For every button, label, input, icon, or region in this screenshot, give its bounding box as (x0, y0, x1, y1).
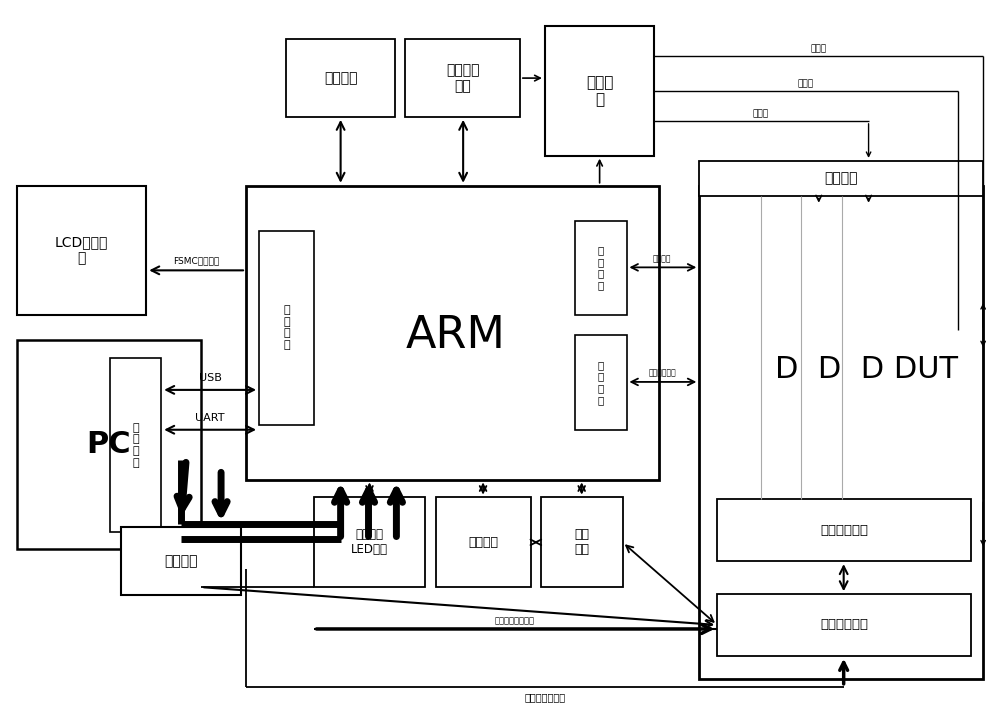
Text: 对比分析数据总线: 对比分析数据总线 (495, 617, 535, 625)
Text: 烧
录
接
口: 烧 录 接 口 (597, 246, 604, 290)
Text: FSMC控制总线: FSMC控制总线 (173, 256, 219, 265)
Bar (436, 497, 531, 587)
Text: 触控按键面板: 触控按键面板 (820, 524, 868, 537)
Text: 电源二: 电源二 (798, 80, 814, 89)
Text: 烧录电源
系统: 烧录电源 系统 (446, 63, 479, 93)
Text: 蜂鸣器、
LED指示: 蜂鸣器、 LED指示 (351, 529, 388, 556)
Text: 对比分析模块: 对比分析模块 (820, 618, 868, 631)
Bar (541, 497, 623, 587)
Bar (246, 186, 659, 479)
Bar (575, 335, 627, 429)
Text: 电源三: 电源三 (753, 109, 769, 119)
Bar (699, 161, 983, 196)
Bar (717, 594, 971, 656)
Text: LCD液晶显
示: LCD液晶显 示 (55, 235, 108, 265)
Bar (17, 186, 146, 315)
Text: 按键输入: 按键输入 (164, 555, 198, 568)
Bar (110, 358, 161, 532)
Text: 通
信
模
块: 通 信 模 块 (283, 305, 290, 350)
Bar (121, 527, 241, 595)
Text: 电源一: 电源一 (811, 45, 827, 54)
Text: 高低温箱: 高低温箱 (824, 171, 858, 185)
Text: 供电模块: 供电模块 (469, 536, 499, 549)
Text: 通
信
接
口: 通 信 接 口 (132, 423, 139, 468)
Text: USB: USB (199, 373, 222, 383)
Text: 数据调试总线: 数据调试总线 (648, 369, 676, 377)
Bar (286, 39, 395, 117)
Text: PC: PC (87, 430, 131, 459)
Text: 通道切
换: 通道切 换 (586, 75, 613, 107)
Bar (314, 497, 425, 587)
Text: UART: UART (195, 413, 225, 423)
Text: 温湿度控制总线: 温湿度控制总线 (524, 692, 565, 702)
Bar (699, 186, 983, 679)
Bar (259, 231, 314, 424)
Text: ARM: ARM (405, 314, 505, 356)
Text: 数据存储: 数据存储 (324, 71, 357, 85)
Text: 数
据
接
口: 数 据 接 口 (597, 360, 604, 405)
Text: 通道
切换: 通道 切换 (574, 529, 589, 556)
Text: 烧录总线: 烧录总线 (653, 254, 672, 263)
Text: D  D  D DUT: D D D DUT (775, 356, 958, 385)
Bar (17, 340, 201, 549)
Bar (405, 39, 520, 117)
Bar (717, 500, 971, 561)
Bar (545, 26, 654, 155)
Bar (575, 221, 627, 315)
